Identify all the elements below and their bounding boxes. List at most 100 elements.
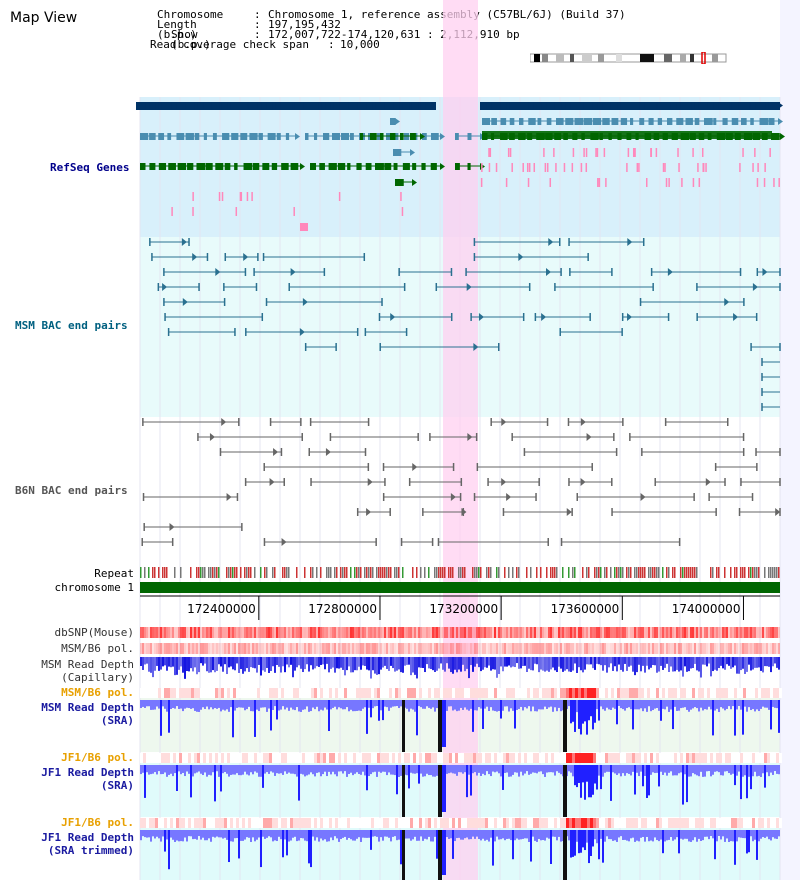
dbsnp-mark [550, 627, 552, 638]
msm-sra-depth-bar [422, 700, 424, 709]
jf1-trim-depth-bar [206, 830, 208, 841]
track-label-msm-depth-cap[interactable]: MSM Read Depth (Capillary) [41, 658, 134, 684]
msm-cap-depth-bar [714, 657, 716, 670]
jf1-sra-depth-bar [770, 765, 772, 773]
msm-cap-depth-bar [402, 657, 404, 673]
refseq-pink-mark [251, 192, 253, 201]
refseq-row3-exon [455, 133, 459, 140]
jf1-b6-pol-mark [740, 753, 743, 763]
track-label-chromosome[interactable]: chromosome 1 [54, 581, 134, 594]
msm-b6-pol2-mark [449, 688, 452, 698]
msm-b6-pol2-mark [284, 688, 287, 698]
jf1-trim-depth-bar [174, 830, 176, 842]
jf1-depth-trim-line-2: (SRA trimmed) [47, 844, 134, 857]
track-label-b6n-bac[interactable]: B6N BAC end pairs [15, 484, 128, 497]
jf1-trim-depth-bar [534, 830, 536, 841]
msm-cap-depth-bar [594, 657, 596, 670]
jf1-trim-depth-bar [742, 830, 744, 839]
jf1-sra-depth-bar [652, 765, 654, 773]
msm-sra-depth-bar [242, 700, 244, 708]
dbsnp-mark [556, 627, 558, 638]
track-label-jf1-depth-sra[interactable]: JF1 Read Depth (SRA) [41, 766, 134, 792]
refseq-pink-mark [563, 163, 566, 172]
jf1-b6-pol2-mark [587, 818, 590, 828]
msm-cap-depth-bar [460, 657, 462, 672]
refseq-row3-exon [203, 133, 207, 140]
msm-sra-depth-bar [178, 700, 180, 709]
dbsnp-mark [194, 627, 196, 638]
jf1-b6-pol-mark [683, 753, 686, 763]
track-label-msm-b6-pol-2[interactable]: MSM/B6 pol. [61, 686, 134, 699]
track-label-jf1-depth-trim[interactable]: JF1 Read Depth (SRA trimmed) [41, 831, 134, 857]
refseq-row1-exon [611, 102, 618, 109]
dbsnp-mark [456, 627, 458, 638]
jf1-sra-depth-bar [590, 765, 592, 798]
refseq-row3b-exon [626, 133, 632, 140]
jf1-trim-depth-bar [452, 830, 454, 859]
jf1-trim-depth-bar [464, 830, 466, 839]
msm-b6-pol-mark [678, 643, 680, 654]
dbsnp-mark [478, 627, 480, 638]
refseq-row3-exon [185, 133, 194, 140]
jf1-b6-pol2-mark [338, 818, 341, 828]
track-label-refseq[interactable]: RefSeq Genes [50, 161, 130, 174]
refseq-pink-mark [505, 178, 508, 187]
jf1-b6-pol2-mark [482, 818, 485, 828]
msm-cap-depth-bar [412, 657, 414, 673]
msm-cap-depth-bar [322, 657, 324, 665]
jf1-trim-depth-bar [496, 830, 498, 837]
msm-sra-depth-bar [182, 700, 184, 712]
jf1-b6-pol-mark [716, 753, 719, 763]
jf1-trim-depth-bar [726, 830, 728, 839]
track-label-jf1-b6-pol-1[interactable]: JF1/B6 pol. [61, 751, 134, 764]
jf1-b6-pol-mark [296, 753, 299, 763]
msm-sra-depth-bar [540, 700, 542, 710]
track-label-msm-b6-pol-1[interactable]: MSM/B6 pol. [61, 642, 134, 655]
dbsnp-mark [570, 627, 572, 638]
jf1-trim-depth-bar [360, 830, 362, 842]
msm-cap-depth-bar [520, 657, 522, 669]
repeat-mark [688, 567, 690, 578]
msm-sra-depth-bar [380, 700, 382, 711]
msm-cap-depth-bar [348, 657, 350, 667]
jf1-b6-pol-mark [527, 753, 530, 763]
jf1-b6-pol2-mark [686, 818, 689, 828]
msm-cap-depth-bar [578, 657, 580, 668]
refseq-pink-mark [668, 178, 670, 187]
track-label-dbsnp[interactable]: dbSNP(Mouse) [54, 626, 134, 639]
track-label-jf1-b6-pol-2[interactable]: JF1/B6 pol. [61, 816, 134, 829]
jf1-sra-depth-bar [586, 765, 588, 782]
msm-cap-depth-bar [194, 657, 196, 668]
dbsnp-mark [218, 627, 220, 638]
jf1-trim-depth-bar [406, 830, 408, 839]
track-label-repeat[interactable]: Repeat [94, 567, 134, 580]
jf1-sra-depth-bar [140, 765, 142, 775]
msm-b6-pol-mark [168, 643, 170, 654]
msm-cap-depth-bar [472, 657, 474, 672]
track-label-msm-depth-sra[interactable]: MSM Read Depth (SRA) [41, 701, 134, 727]
jf1-sra-depth-bar [606, 765, 608, 772]
msm-cap-depth-bar [676, 657, 678, 670]
msm-b6-pol2-mark [461, 688, 464, 698]
chromosome-ideogram[interactable] [530, 52, 730, 64]
dbsnp-mark [214, 627, 216, 638]
track-label-msm-bac[interactable]: MSM BAC end pairs [15, 319, 128, 332]
repeat-mark [680, 567, 682, 578]
msm-b6-pol-mark [532, 643, 534, 654]
jf1-trim-depth-bar [614, 830, 616, 841]
jf1-trim-depth-bar [434, 830, 436, 837]
jf1-b6-pol-mark [566, 753, 569, 763]
msm-b6-pol2-mark [254, 688, 257, 698]
jf1-sra-depth-bar [304, 765, 306, 777]
refseq-row3b-exon [680, 133, 690, 140]
msm-b6-pol-mark [312, 643, 314, 654]
jf1-sra-depth-bar [366, 765, 368, 791]
msm-sra-depth-bar [636, 700, 638, 710]
dbsnp-mark [628, 627, 630, 638]
msm-b6-pol2-mark [332, 688, 335, 698]
msm-b6-pol-mark [730, 643, 732, 654]
msm-b6-pol-mark [426, 643, 428, 654]
repeat-mark [616, 567, 618, 578]
jf1-b6-pol-mark [701, 753, 704, 763]
jf1-b6-pol-mark [257, 753, 260, 763]
